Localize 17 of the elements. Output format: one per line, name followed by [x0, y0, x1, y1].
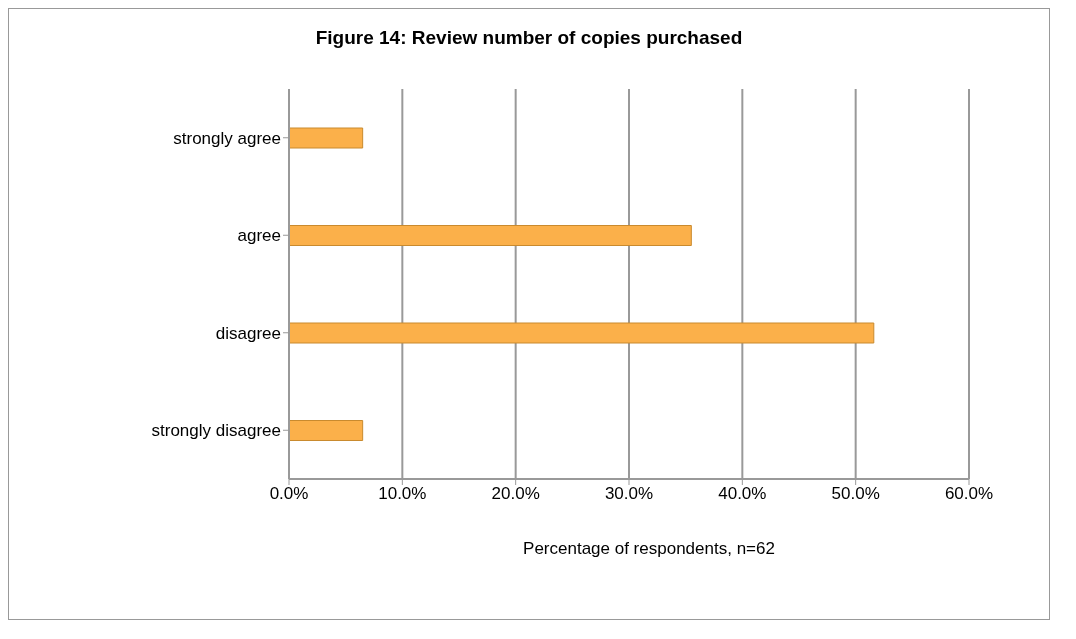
- y-tick-label: disagree: [215, 323, 281, 343]
- chart-title: Figure 14: Review number of copies purchased: [314, 27, 744, 49]
- x-tick-label: 40.0%: [718, 484, 767, 504]
- y-tick-label: strongly disagree: [151, 421, 281, 441]
- bar: [289, 420, 364, 441]
- bar: [289, 225, 692, 246]
- y-tick-label: strongly agree: [173, 128, 281, 148]
- x-tick-label: 50.0%: [831, 484, 880, 504]
- x-tick-label: 0.0%: [269, 484, 309, 504]
- x-tick-label: 60.0%: [944, 484, 994, 504]
- bar: [289, 127, 364, 149]
- x-tick-label: 20.0%: [491, 484, 540, 504]
- bar: [289, 322, 875, 344]
- x-axis-title: Percentage of respondents, n=62: [522, 539, 776, 559]
- x-tick-label: 10.0%: [378, 484, 427, 504]
- y-tick-label: agree: [237, 226, 281, 246]
- x-tick-label: 30.0%: [604, 484, 654, 504]
